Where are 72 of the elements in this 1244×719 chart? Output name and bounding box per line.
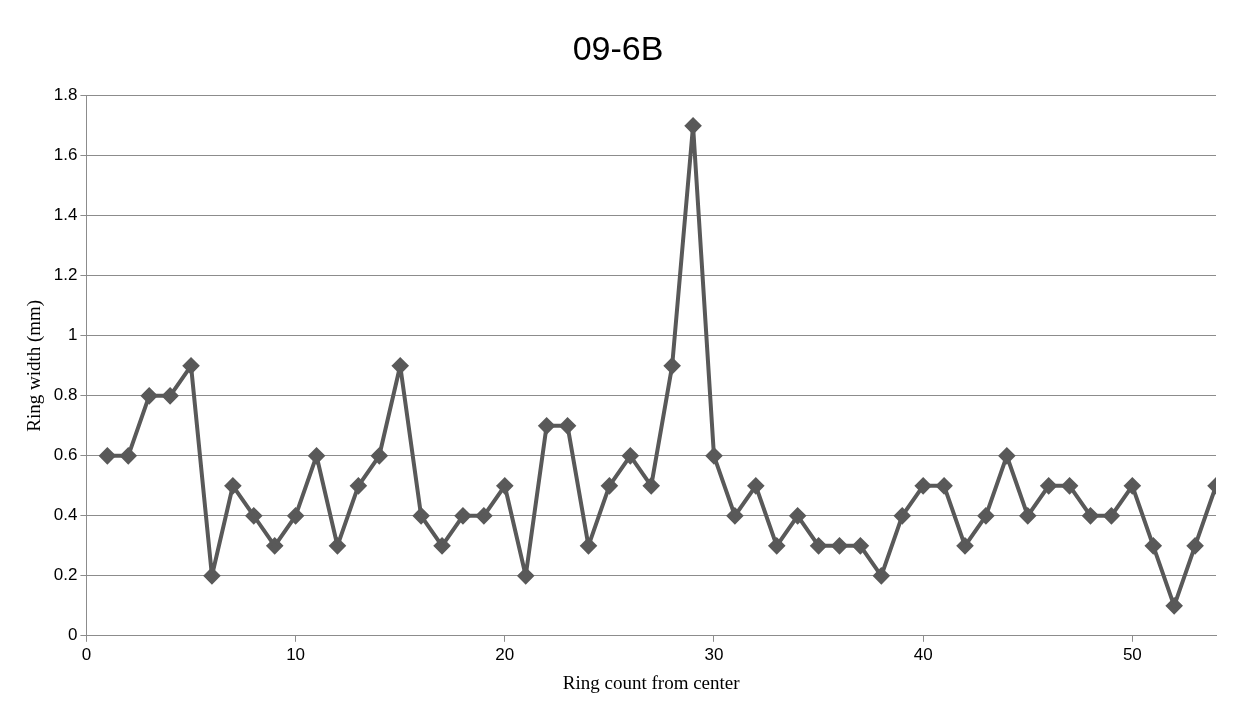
point — [601, 477, 618, 494]
point — [287, 507, 304, 524]
x-tick-label: 20 — [495, 644, 515, 664]
point — [831, 537, 848, 554]
point — [915, 477, 932, 494]
point — [977, 507, 994, 524]
point — [1187, 537, 1204, 554]
x-tick-label: 10 — [286, 644, 306, 664]
point — [371, 447, 388, 464]
point — [936, 477, 953, 494]
point — [1166, 597, 1183, 614]
y-tick-label: 1 — [67, 325, 78, 345]
point — [705, 447, 722, 464]
point — [392, 357, 409, 374]
point — [183, 357, 200, 374]
point — [517, 567, 534, 584]
point — [726, 507, 743, 524]
y-tick-label: 0.4 — [53, 505, 78, 525]
y-tick-label: 1.8 — [53, 85, 78, 105]
point — [1145, 537, 1162, 554]
point — [413, 507, 430, 524]
point — [434, 537, 451, 554]
point — [496, 477, 513, 494]
x-tick-label: 0 — [81, 644, 92, 664]
point — [99, 447, 116, 464]
point — [768, 537, 785, 554]
point — [998, 447, 1015, 464]
point — [622, 447, 639, 464]
y-tick-label: 0.8 — [53, 385, 78, 405]
x-axis-title: Ring count from center — [562, 671, 741, 693]
point — [162, 387, 179, 404]
y-tick-label: 0.6 — [53, 445, 78, 465]
point — [141, 387, 158, 404]
point — [1019, 507, 1036, 524]
point — [956, 537, 973, 554]
point — [224, 477, 241, 494]
y-tick-label: 0.2 — [53, 565, 78, 585]
point — [266, 537, 283, 554]
y-tick-label: 0 — [67, 625, 78, 645]
point — [454, 507, 471, 524]
chart-title: 09-6B — [572, 28, 664, 67]
x-tick-label: 30 — [704, 644, 724, 664]
point — [873, 567, 890, 584]
point — [350, 477, 367, 494]
point — [559, 417, 576, 434]
y-axis-title: Ring width (mm) — [23, 299, 46, 432]
point — [643, 477, 660, 494]
point — [1061, 477, 1078, 494]
point — [1082, 507, 1099, 524]
point — [1124, 477, 1141, 494]
point — [789, 507, 806, 524]
point — [329, 537, 346, 554]
point — [747, 477, 764, 494]
point — [664, 357, 681, 374]
point — [852, 537, 869, 554]
point — [475, 507, 492, 524]
x-tick-label: 50 — [1122, 644, 1142, 664]
point — [894, 507, 911, 524]
x-tick-label: 40 — [913, 644, 933, 664]
point — [203, 567, 220, 584]
point — [120, 447, 137, 464]
point — [538, 417, 555, 434]
y-tick-label: 1.2 — [53, 265, 78, 285]
point — [580, 537, 597, 554]
point — [1103, 507, 1120, 524]
y-tick-label: 1.4 — [53, 205, 78, 225]
point — [810, 537, 827, 554]
y-tick-label: 1.6 — [53, 145, 78, 165]
point — [245, 507, 262, 524]
point — [1040, 477, 1057, 494]
point — [685, 117, 702, 134]
point — [308, 447, 325, 464]
